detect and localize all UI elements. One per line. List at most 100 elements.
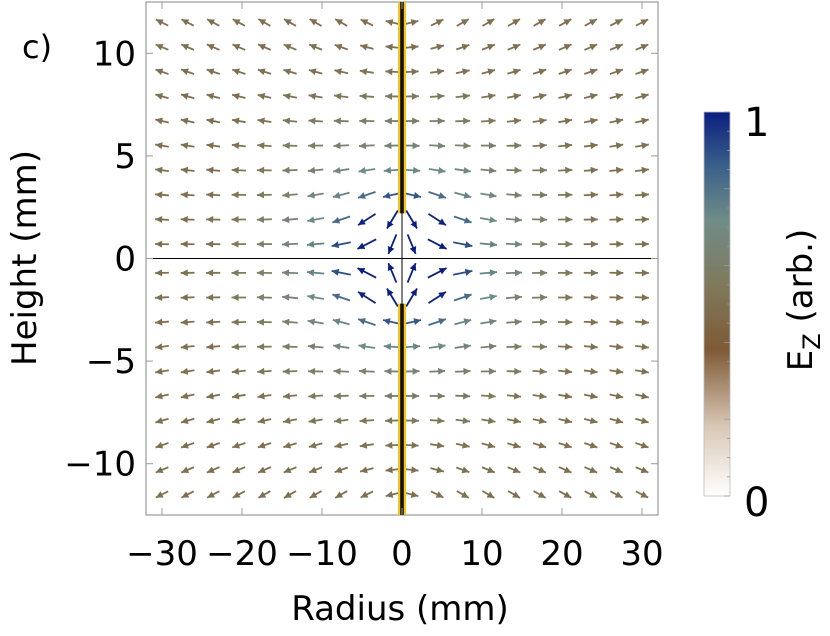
- x-tick-label: −30: [126, 534, 198, 574]
- field-arrow: [256, 191, 272, 199]
- field-arrow: [558, 318, 573, 326]
- field-arrow: [232, 490, 246, 499]
- field-arrow: [557, 240, 573, 248]
- field-arrow: [359, 68, 374, 76]
- field-arrow: [453, 241, 473, 249]
- field-arrow: [583, 441, 598, 449]
- field-arrow: [506, 117, 522, 125]
- field-arrow: [635, 191, 649, 199]
- field-arrow: [635, 490, 649, 499]
- field-arrow: [155, 166, 169, 174]
- conductors: [398, 2, 406, 515]
- field-arrow: [506, 417, 522, 425]
- field-arrow: [180, 191, 195, 199]
- conductor-core: [400, 2, 404, 214]
- field-arrow: [155, 343, 169, 351]
- field-arrow: [609, 43, 624, 51]
- field-arrow: [430, 43, 445, 51]
- field-arrow: [180, 392, 195, 400]
- field-arrow: [481, 466, 496, 474]
- field-arrow: [281, 240, 299, 248]
- x-tick-label: 0: [391, 534, 413, 574]
- field-arrow: [429, 142, 446, 150]
- field-arrow: [334, 441, 349, 449]
- field-arrow: [257, 18, 271, 27]
- y-axis-label: Height (mm): [5, 150, 45, 366]
- field-arrow: [428, 318, 447, 326]
- field-arrow: [386, 288, 399, 307]
- field-arrow: [455, 392, 471, 400]
- field-arrow: [206, 166, 221, 174]
- field-arrow: [180, 240, 195, 248]
- field-arrow: [309, 490, 323, 499]
- field-arrow: [454, 191, 472, 199]
- field-arrow: [206, 269, 221, 277]
- field-arrow: [557, 269, 573, 277]
- field-arrow: [404, 117, 420, 125]
- field-arrow: [532, 166, 547, 174]
- field-arrow: [155, 240, 169, 248]
- field-arrow: [283, 43, 297, 51]
- field-arrow: [583, 343, 598, 351]
- field-arrow: [333, 117, 349, 125]
- field-arrow: [507, 18, 521, 27]
- field-arrow: [206, 142, 221, 150]
- field-arrow: [231, 191, 246, 199]
- field-arrow: [532, 441, 547, 449]
- field-arrow: [385, 441, 400, 449]
- field-arrow: [430, 466, 445, 474]
- field-arrow: [532, 191, 548, 199]
- field-arrow: [359, 417, 375, 425]
- field-arrow: [533, 490, 547, 499]
- field-arrow: [256, 216, 272, 224]
- field-arrow: [480, 367, 496, 375]
- field-arrow: [481, 117, 496, 125]
- field-arrow: [180, 142, 195, 150]
- field-arrow: [332, 318, 350, 326]
- field-arrow: [155, 68, 169, 76]
- field-arrow: [609, 466, 624, 474]
- field-arrow: [358, 167, 376, 174]
- field-arrow: [583, 68, 598, 76]
- field-arrow: [479, 240, 498, 248]
- field-arrow: [359, 441, 374, 449]
- field-arrow: [635, 18, 649, 27]
- field-arrow: [403, 142, 420, 150]
- field-arrow: [282, 166, 298, 174]
- field-arrow: [429, 92, 445, 100]
- field-arrow: [403, 367, 420, 375]
- field-arrow: [532, 142, 547, 150]
- field-arrow: [308, 117, 323, 125]
- field-arrow: [531, 269, 548, 277]
- field-arrow: [283, 68, 297, 76]
- field-arrow: [532, 92, 547, 100]
- field-arrow: [256, 318, 272, 326]
- field-arrow: [308, 441, 323, 449]
- field-arrow: [206, 117, 221, 125]
- field-arrow: [558, 93, 573, 100]
- field-arrow: [481, 392, 496, 400]
- field-arrow: [430, 68, 445, 76]
- field-arrow: [558, 142, 573, 150]
- field-arrow: [387, 262, 398, 283]
- field-arrow: [180, 417, 195, 424]
- field-arrow: [481, 68, 496, 76]
- field-arrow: [609, 142, 624, 150]
- field-arrow: [385, 68, 400, 76]
- field-arrow: [180, 441, 195, 449]
- field-arrow: [257, 441, 272, 449]
- field-arrow: [427, 291, 447, 304]
- field-arrow: [635, 93, 649, 100]
- field-arrow: [231, 318, 246, 326]
- field-arrow: [430, 18, 444, 27]
- field-arrow: [609, 441, 624, 449]
- field-arrow: [357, 267, 377, 279]
- field-arrow: [384, 392, 400, 400]
- field-arrow: [404, 68, 419, 76]
- field-arrow: [282, 367, 298, 375]
- field-arrow: [231, 441, 246, 449]
- field-arrow: [155, 43, 169, 51]
- field-arrow: [454, 318, 472, 326]
- field-arrow: [181, 490, 195, 499]
- field-arrow: [532, 43, 547, 51]
